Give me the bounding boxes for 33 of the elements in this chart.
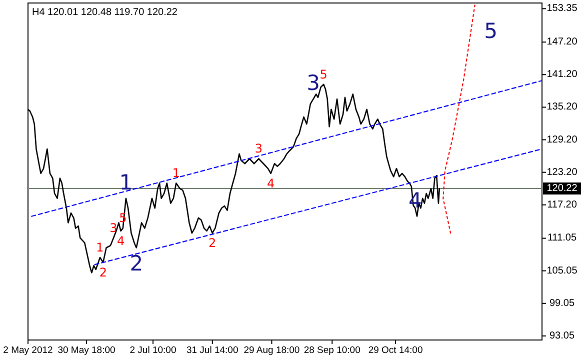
annotation: 2 [99, 265, 107, 280]
annotation: 4 [266, 176, 275, 190]
y-tick-label: 153.35 [546, 3, 578, 14]
annotation: 5 [484, 19, 498, 44]
annotation: 2 [208, 236, 216, 250]
annotation: 1 [96, 240, 104, 255]
y-tick-label: 147.20 [546, 36, 578, 48]
y-tick-label: 117.20 [547, 199, 578, 210]
y-tick-label: 129.20 [546, 134, 578, 146]
line-series [442, 4, 476, 234]
annotation: 3 [110, 220, 118, 235]
x-tick-label: 2 May 2012 [3, 345, 53, 356]
annotation: 4 [116, 234, 125, 248]
annotation: 3 [306, 71, 320, 96]
x-tick-label: 28 Sep 10:00 [304, 345, 360, 356]
y-tick-label: 111.05 [547, 232, 577, 244]
ref-line-label: 120.22 [546, 182, 578, 194]
x-tick-label: 29 Aug 18:00 [244, 345, 300, 356]
x-tick-label: 2 Jul 10:00 [130, 345, 176, 356]
chart-title: H4 120.01 120.48 119.70 120.22 [32, 7, 178, 18]
annotation: 1 [172, 166, 180, 180]
x-tick-label: 30 May 18:00 [58, 345, 116, 356]
annotation: 3 [254, 142, 263, 156]
y-tick-label: 105.05 [546, 265, 578, 276]
y-tick-label: 93.05 [549, 330, 575, 342]
y-tick-label: 123.20 [546, 166, 578, 178]
x-tick-label: 29 Oct 14:00 [368, 345, 423, 356]
y-tick-label: 99.05 [549, 298, 575, 309]
annotation: 2 [130, 252, 144, 276]
annotation: 5 [320, 67, 328, 82]
x-tick-label: 31 Jul 14:00 [186, 345, 238, 356]
y-tick-label: 135.20 [546, 102, 578, 113]
y-tick-label: 141.20 [546, 69, 578, 80]
